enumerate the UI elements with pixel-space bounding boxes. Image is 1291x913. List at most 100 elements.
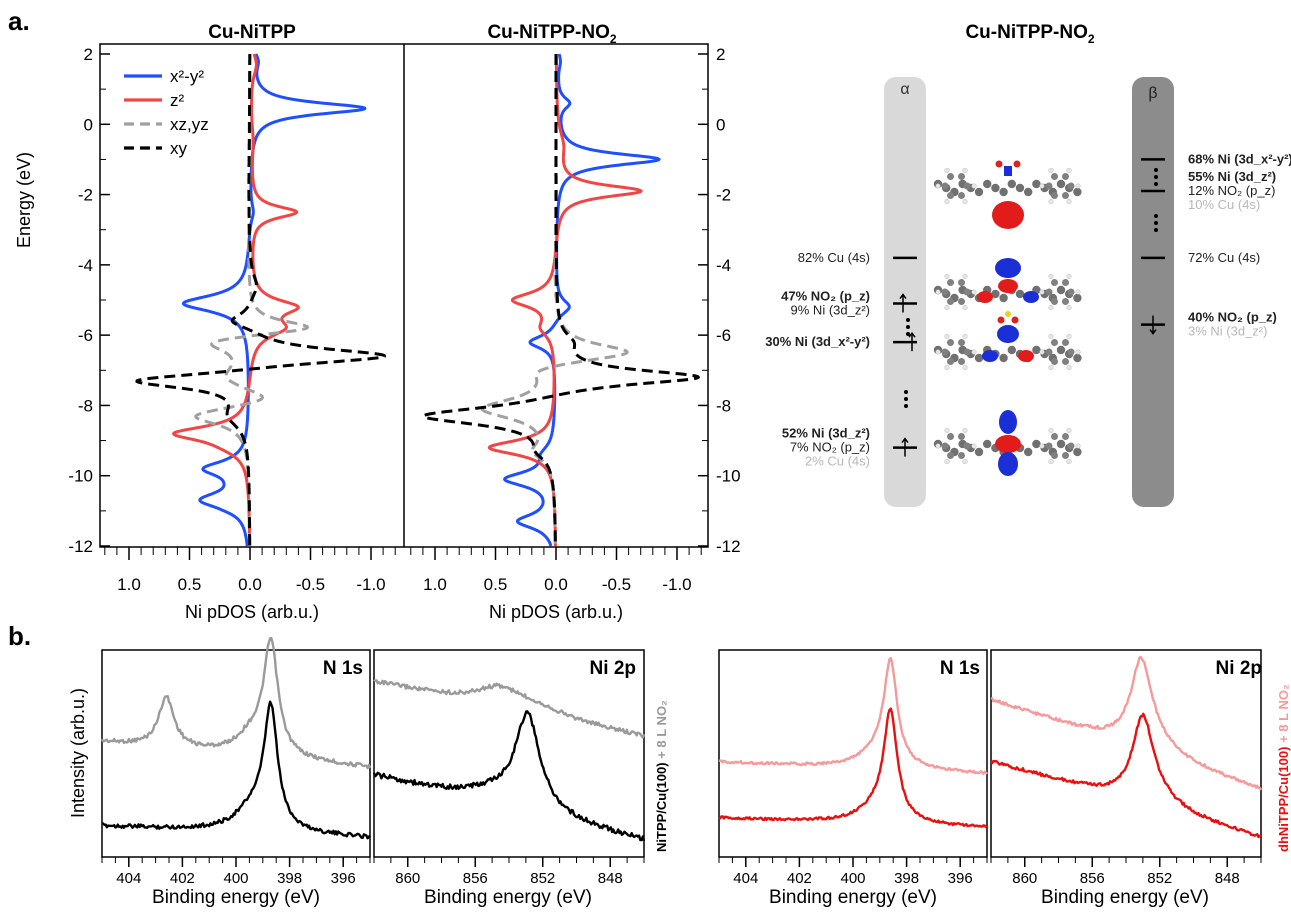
nitro-o <box>997 316 1005 324</box>
orbital-lobe-red <box>995 435 1021 453</box>
orbital-lobe-red <box>998 279 1018 293</box>
molecule-ring-atom <box>1062 338 1069 346</box>
xps-xtick-label: 848 <box>598 870 623 887</box>
molecule-hydrogen <box>1066 273 1072 279</box>
molecule-orbital-2 <box>933 258 1082 317</box>
molecule-hydrogen <box>971 443 977 449</box>
molecule-atom <box>1032 345 1041 355</box>
molecule-atom <box>983 179 992 189</box>
molecule-hydrogen <box>1048 273 1054 279</box>
pdos-xtick-label: 0.5 <box>178 575 202 594</box>
molecule-ring-atom <box>947 338 954 346</box>
alpha-dots-upper <box>906 318 910 322</box>
xps-xtick-label: 860 <box>1012 870 1037 887</box>
molecule-ring-atom <box>1062 298 1069 306</box>
molecule-ring-atom <box>947 358 954 366</box>
beta-dots-lower <box>1154 221 1158 225</box>
xps-n1s-right-red-spectrum <box>718 707 988 829</box>
molecule-ring-atom <box>941 288 949 296</box>
molecule-atom <box>991 289 1000 299</box>
xps-xtick-label: 848 <box>1215 870 1240 887</box>
molecule-hydrogen <box>944 459 950 465</box>
pdos-xtick-label: 0.5 <box>484 575 508 594</box>
xps-ni2p-left-black-spectrum <box>372 710 646 842</box>
molecule-ring-atom <box>1045 182 1053 190</box>
legend-label: x²-y² <box>170 67 204 86</box>
xps-xtick-label: 402 <box>170 870 195 887</box>
molecule-ring-atom <box>1062 172 1069 180</box>
molecule-hydrogen <box>944 273 950 279</box>
molecule-hydrogen <box>1066 427 1072 433</box>
pdos-xtick-label: 1.0 <box>117 575 141 594</box>
alpha-dots <box>904 404 908 408</box>
alpha-level-3-text: 2% Cu (4s) <box>805 454 870 469</box>
molecule-hydrogen <box>1039 349 1045 355</box>
molecule-ring-atom <box>958 278 965 286</box>
molecule-ring-atom <box>1051 298 1058 306</box>
molecule-atom <box>1073 187 1082 197</box>
molecule-hydrogen <box>935 349 941 355</box>
beta-level-1-text: 55% Ni (3d_z²) <box>1188 169 1276 184</box>
pdos-ytick-label-right: -8 <box>716 396 731 415</box>
molecule-hydrogen <box>971 289 977 295</box>
molecule-ring-atom <box>963 442 971 450</box>
alpha-level-0-text: 82% Cu (4s) <box>798 250 870 265</box>
molecule-hydrogen <box>944 199 950 205</box>
molecule-hydrogen <box>1075 349 1081 355</box>
molecule-ring-atom <box>1051 192 1058 200</box>
legend-label: xy <box>170 139 188 158</box>
alpha-dots-upper <box>906 332 910 336</box>
molecule-atom <box>1023 447 1033 457</box>
orbital-lobe-blue <box>997 325 1019 343</box>
orbital-lobe-red <box>977 291 993 303</box>
molecule-ring-atom <box>1045 288 1053 296</box>
molecule-ring-atom <box>1062 452 1069 460</box>
beta-dots-lower <box>1154 214 1158 218</box>
xps-frame-ni2p-right <box>990 649 1262 858</box>
molecule-hydrogen <box>962 333 968 339</box>
molecule-atom <box>974 447 984 457</box>
pdos-left-xy-line <box>135 53 387 547</box>
molecule-hydrogen <box>1066 459 1072 465</box>
xps-n1s-left-grey-spectrum <box>100 636 372 770</box>
molecule-atom <box>999 353 1008 363</box>
molecule-hydrogen <box>1066 199 1072 205</box>
alpha-dots <box>904 390 908 394</box>
beta-level-1-text: 10% Cu (4s) <box>1188 197 1260 212</box>
orbital-lobe-blue <box>995 258 1021 278</box>
beta-level-3-text: 40% NO₂ (p_z) <box>1188 310 1277 325</box>
molecule-hydrogen <box>944 365 950 371</box>
molecule-atom <box>1073 353 1082 363</box>
molecule-hydrogen <box>944 427 950 433</box>
orbital-lobe-red <box>1018 350 1034 362</box>
molecule-ring-atom <box>941 348 949 356</box>
pdos-right-xy-line <box>422 53 700 547</box>
molecule-ring-atom <box>1062 432 1069 440</box>
molecule-ring-atom <box>947 192 954 200</box>
alpha-level-2-text: 30% Ni (3d_x²-y²) <box>765 334 870 349</box>
molecule-ring-atom <box>1051 338 1058 346</box>
molecule-atom <box>974 187 984 197</box>
molecule-ring-atom <box>1051 452 1058 460</box>
legend-label: xz,yz <box>170 115 209 134</box>
molecule-ring-atom <box>1045 442 1053 450</box>
molecule-hydrogen <box>944 333 950 339</box>
molecule-hydrogen <box>962 459 968 465</box>
molecule-ring-atom <box>947 452 954 460</box>
pdos-ytick-label-left: -10 <box>68 467 93 486</box>
molecule-atom <box>983 439 992 449</box>
molecule-hydrogen <box>935 183 941 189</box>
alpha-label: α <box>900 81 909 98</box>
pdos-xtick-label: 0.0 <box>544 575 568 594</box>
molecule-hydrogen <box>1048 459 1054 465</box>
molecule-hydrogen <box>935 443 941 449</box>
molecule-ring-atom <box>941 442 949 450</box>
xps-xtick-label: 400 <box>840 870 865 887</box>
molecule-atom <box>1056 345 1066 355</box>
pdos-left-x2y2-line <box>181 53 367 547</box>
molecule-atom <box>1007 179 1016 189</box>
molecule-atom <box>1023 187 1033 197</box>
pdos-ytick-label-right: -6 <box>716 326 731 345</box>
alpha-level-1-text: 47% NO₂ (p_z) <box>781 289 870 304</box>
